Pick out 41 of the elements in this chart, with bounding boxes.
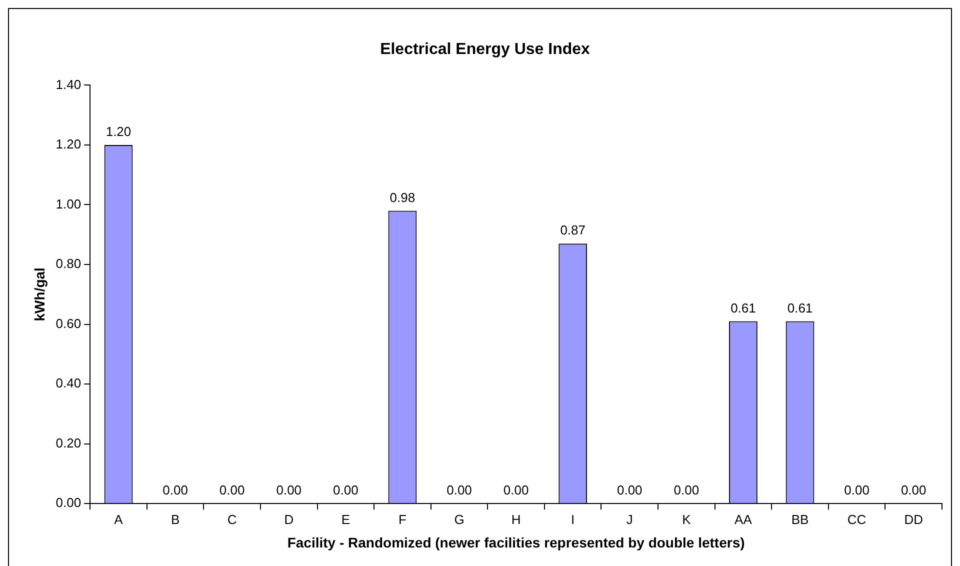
y-tick-label: 1.00 [56, 196, 82, 212]
data-label: 0.00 [503, 482, 529, 498]
x-tick-label: A [114, 512, 124, 527]
data-label: 0.00 [219, 482, 245, 498]
x-tick-label: B [170, 512, 180, 527]
data-label: 0.00 [446, 482, 472, 498]
data-label: 0.87 [560, 222, 586, 238]
data-label: 0.61 [787, 300, 813, 316]
y-tick-label: 0.40 [56, 376, 82, 391]
data-label: 0.00 [674, 482, 700, 498]
x-tick-label: K [682, 512, 692, 527]
data-label: 0.61 [730, 300, 756, 316]
x-tick-label: I [571, 512, 575, 527]
data-label: 0.00 [844, 482, 870, 498]
data-label: 0.00 [162, 482, 188, 498]
chart-title: Electrical Energy Use Index [380, 41, 590, 58]
x-tick-label: G [454, 512, 464, 527]
x-tick-label: C [227, 512, 237, 527]
x-tick-label: CC [847, 512, 866, 527]
y-tick-label: 0.80 [56, 256, 82, 272]
y-tick-label: 0.00 [56, 495, 82, 510]
y-tick-label: 0.20 [56, 435, 82, 450]
x-tick-label: J [626, 512, 633, 527]
y-tick-label: 0.60 [56, 316, 82, 331]
x-tick-label: E [341, 512, 350, 527]
x-tick-label: H [511, 512, 521, 527]
y-tick-label: 1.20 [56, 136, 82, 152]
x-tick-label: BB [791, 512, 809, 527]
data-label: 0.98 [390, 190, 416, 205]
x-tick-label: F [398, 512, 406, 527]
x-tick-label: AA [734, 512, 752, 527]
data-label: 0.00 [276, 482, 302, 498]
x-tick-label: DD [904, 512, 923, 527]
y-axis-title: kWh/gal [31, 268, 48, 322]
data-label: 0.00 [900, 482, 926, 498]
data-label: 0.00 [333, 482, 358, 498]
y-tick-label: 1.40 [56, 76, 82, 92]
x-axis-title: Facility - Randomized (newer facilities represented by double letters) [287, 534, 745, 550]
data-label: 1.20 [106, 124, 132, 140]
x-tick-label: D [284, 512, 294, 527]
data-label: 0.00 [616, 482, 642, 498]
